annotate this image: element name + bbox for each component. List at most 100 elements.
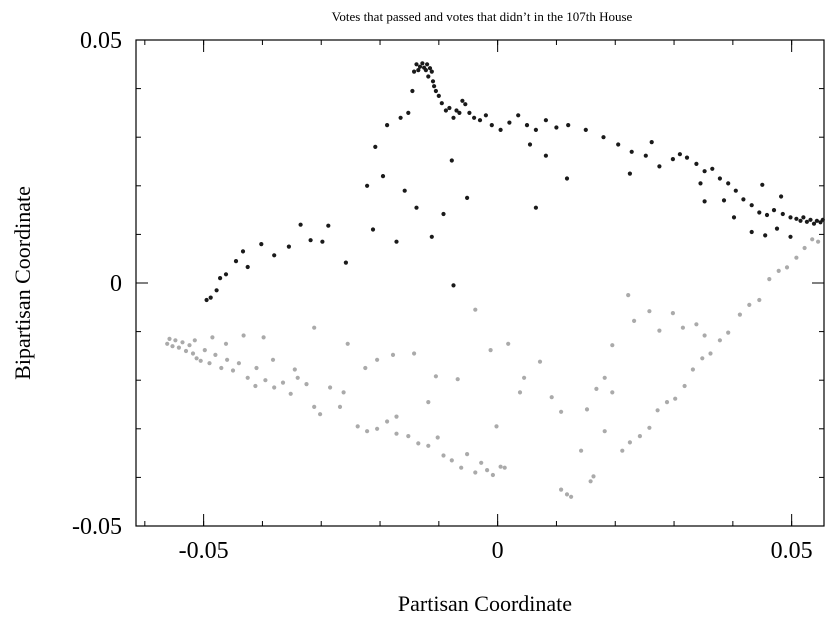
gray-point bbox=[394, 414, 399, 419]
gray-point bbox=[363, 365, 368, 371]
gray-point bbox=[673, 396, 678, 401]
dark-point bbox=[811, 221, 817, 226]
dark-point bbox=[425, 62, 430, 67]
gray-point bbox=[272, 385, 277, 390]
gray-point bbox=[270, 357, 276, 362]
dark-point bbox=[394, 239, 399, 244]
gray-point bbox=[647, 425, 652, 430]
gray-point bbox=[183, 348, 189, 354]
gray-point bbox=[202, 348, 207, 353]
gray-point bbox=[549, 395, 554, 400]
dark-point bbox=[543, 153, 549, 158]
gray-point bbox=[312, 325, 317, 330]
dark-point bbox=[326, 223, 331, 228]
dark-point bbox=[733, 188, 738, 193]
gray-point bbox=[591, 474, 596, 479]
gray-point bbox=[680, 325, 686, 330]
dark-point bbox=[564, 176, 570, 181]
chart-title: Votes that passed and votes that didn’t … bbox=[332, 9, 633, 24]
gray-point bbox=[502, 465, 507, 470]
gray-point bbox=[318, 412, 323, 417]
gray-point bbox=[241, 333, 246, 338]
gray-point bbox=[355, 424, 360, 429]
gray-point bbox=[304, 382, 309, 387]
gray-point bbox=[569, 494, 574, 499]
dark-point bbox=[771, 208, 777, 213]
gray-point bbox=[620, 448, 625, 453]
dark-point bbox=[208, 295, 213, 300]
dark-point bbox=[543, 118, 549, 123]
dark-point bbox=[430, 79, 436, 84]
dark-point bbox=[527, 142, 533, 147]
dark-point bbox=[457, 110, 462, 115]
gray-point bbox=[564, 492, 570, 497]
dark-point bbox=[533, 205, 539, 210]
gray-point bbox=[198, 358, 203, 363]
gray-point bbox=[210, 335, 215, 340]
gray-point bbox=[559, 487, 564, 492]
gray-point bbox=[288, 391, 293, 396]
gray-point bbox=[626, 293, 631, 298]
dark-point bbox=[507, 120, 512, 125]
dark-point bbox=[677, 152, 683, 157]
gray-point bbox=[579, 448, 584, 453]
dark-point bbox=[433, 88, 438, 94]
gray-point bbox=[416, 441, 421, 446]
gray-point bbox=[213, 352, 218, 357]
gray-point bbox=[657, 328, 662, 333]
dark-point bbox=[451, 115, 456, 120]
dark-point bbox=[272, 253, 277, 258]
dark-point bbox=[429, 69, 434, 74]
dark-point bbox=[451, 283, 456, 288]
dark-point bbox=[804, 219, 810, 224]
dark-point bbox=[436, 93, 441, 98]
gray-point bbox=[610, 343, 615, 348]
dark-point bbox=[460, 98, 465, 103]
dark-point bbox=[410, 88, 415, 94]
gray-point bbox=[627, 440, 633, 445]
gray-point bbox=[459, 465, 464, 470]
dark-point bbox=[794, 216, 799, 221]
dark-point bbox=[286, 244, 291, 249]
dark-point bbox=[524, 123, 530, 128]
gray-point bbox=[747, 302, 752, 307]
gray-point bbox=[488, 348, 493, 353]
gray-point bbox=[473, 470, 478, 475]
gray-point bbox=[522, 375, 527, 380]
gray-point bbox=[263, 378, 268, 383]
dark-point bbox=[741, 197, 746, 202]
gray-point bbox=[517, 390, 523, 395]
gray-point bbox=[328, 385, 333, 390]
gray-point bbox=[192, 338, 197, 343]
gray-point bbox=[441, 453, 446, 458]
gray-point bbox=[485, 468, 490, 473]
dark-point bbox=[483, 113, 488, 118]
x-axis-label: Partisan Coordinate bbox=[398, 591, 572, 616]
gray-point bbox=[588, 479, 593, 484]
dark-point bbox=[204, 297, 209, 303]
gray-point bbox=[390, 352, 396, 357]
dark-point bbox=[218, 276, 223, 281]
gray-point bbox=[337, 404, 343, 409]
gray-point bbox=[435, 435, 440, 440]
dark-point bbox=[223, 272, 229, 277]
dark-point bbox=[420, 61, 425, 66]
dark-point bbox=[373, 144, 378, 149]
gray-point bbox=[176, 345, 181, 350]
dark-point bbox=[798, 218, 803, 223]
dark-point bbox=[426, 74, 431, 79]
dark-point bbox=[764, 212, 770, 218]
gray-point bbox=[490, 472, 495, 478]
dark-point bbox=[233, 259, 239, 264]
dark-point bbox=[398, 115, 403, 120]
dark-point bbox=[308, 238, 313, 243]
gray-point bbox=[776, 268, 781, 273]
gray-point bbox=[610, 390, 615, 395]
gray-point bbox=[767, 277, 772, 282]
dark-point bbox=[214, 288, 219, 293]
gray-point bbox=[708, 351, 713, 356]
gray-point bbox=[717, 338, 723, 343]
gray-point bbox=[261, 335, 266, 340]
